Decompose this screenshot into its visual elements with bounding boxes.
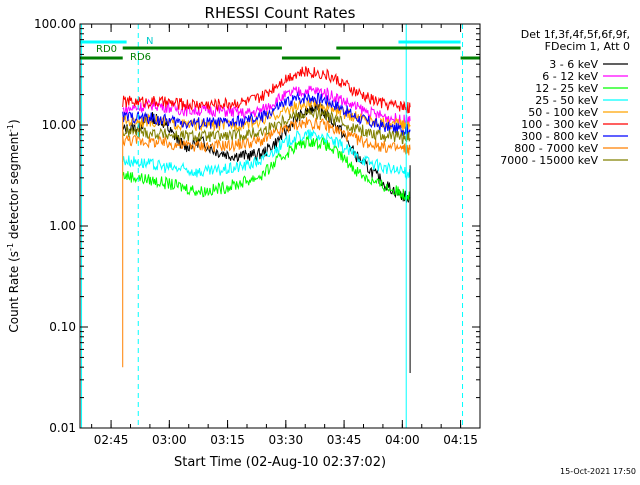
svg-text:Count Rate (s-1 detector segme: Count Rate (s-1 detector segment-1): [6, 119, 21, 332]
timestamp: 15-Oct-2021 17:50: [560, 467, 636, 476]
x-tick-label-2: 03:15: [210, 433, 245, 447]
legend: Det 1f,3f,4f,5f,6f,9f, FDecim 1, Att 0 3…: [500, 28, 630, 167]
legend-label-5: 100 - 300 keV: [521, 118, 598, 131]
y-axis-label-part2: detector segment: [7, 132, 21, 243]
x-tick-label-0: 02:45: [94, 433, 129, 447]
rd6-label: RD6: [130, 52, 151, 63]
y-axis-label-sup1: -1: [6, 243, 15, 251]
y-axis-label-part1: Count Rate (s: [7, 251, 21, 333]
y-axis-label: Count Rate (s-1 detector segment-1): [6, 119, 21, 332]
legend-label-4: 50 - 100 keV: [528, 106, 598, 119]
series-line-8: [122, 107, 411, 145]
y-tick-label-2: 1.00: [49, 219, 76, 233]
y-tick-label-1: 10.00: [42, 118, 76, 132]
series-line-6: [122, 91, 411, 136]
x-tick-label-4: 03:45: [327, 433, 362, 447]
chart-title: RHESSI Count Rates: [205, 4, 356, 22]
legend-label-1: 6 - 12 keV: [542, 70, 598, 83]
y-tick-label-4: 0.01: [49, 421, 76, 435]
y-tick-label-3: 0.10: [49, 320, 76, 334]
series-line-2: [122, 135, 411, 202]
y-tick-label-0: 100.00: [34, 17, 76, 31]
plot-area: [80, 24, 480, 428]
rd0-label: RD0: [96, 44, 117, 55]
legend-label-8: 7000 - 15000 keV: [500, 154, 598, 167]
legend-label-7: 800 - 7000 keV: [514, 142, 598, 155]
n-label: N: [146, 36, 153, 47]
x-tick-label-3: 03:30: [269, 433, 304, 447]
x-axis-label: Start Time (02-Aug-10 02:37:02): [174, 455, 386, 470]
legend-label-6: 300 - 800 keV: [521, 130, 598, 143]
x-axis: 02:45 03:00 03:15 03:30 03:45 04:00 04:15: [91, 24, 481, 447]
legend-label-2: 12 - 25 keV: [535, 82, 598, 95]
x-tick-label-6: 04:15: [443, 433, 478, 447]
legend-header-line1: Det 1f,3f,4f,5f,6f,9f,: [521, 28, 630, 41]
y-axis-label-sup2: -1: [6, 124, 15, 132]
y-axis-label-part3: ): [7, 119, 21, 124]
x-tick-label-5: 04:00: [385, 433, 420, 447]
legend-label-0: 3 - 6 keV: [549, 58, 598, 71]
x-tick-label-1: 03:00: [152, 433, 187, 447]
legend-header-line2: FDecim 1, Att 0: [545, 40, 630, 53]
y-axis: 100.00 10.00 1.00 0.10 0.01: [34, 17, 480, 435]
series-line-5: [122, 66, 411, 114]
series-line-7: [122, 117, 411, 156]
series-line-3: [122, 129, 411, 180]
legend-label-3: 25 - 50 keV: [535, 94, 598, 107]
